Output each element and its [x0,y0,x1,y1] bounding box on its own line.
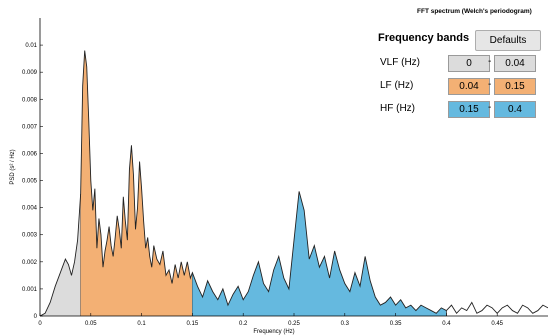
x-tick-label: 0.15 [187,321,199,327]
band-fill-vlf [40,194,81,316]
x-tick-label: 0.4 [442,321,451,327]
y-tick-label: 0.005 [22,179,38,185]
x-tick-label: 0.45 [491,321,503,327]
y-tick-label: 0.008 [22,97,38,103]
vlf-low-field[interactable]: 0 [448,55,490,72]
x-tick-label: 0.1 [137,321,146,327]
y-tick-label: 0.004 [22,206,38,212]
y-tick-label: 0.003 [22,233,38,239]
y-tick-label: 0 [34,314,38,320]
axis-ticks: 0 0.05 0.1 0.15 0.2 0.25 0.3 0.35 0.4 0.45 0 0.001 0… [22,43,504,327]
y-tick-label: 0.002 [22,260,38,266]
chart-title: FFT spectrum (Welch's periodogram) [417,8,532,15]
range-separator: - [488,56,492,67]
range-separator: - [488,79,492,90]
psd-curve [39,50,548,317]
x-tick-label: 0.05 [85,321,97,327]
hf-high-field[interactable]: 0.4 [494,101,536,118]
y-tick-label: 0.007 [22,124,38,130]
y-tick-label: 0.01 [25,43,37,49]
y-axis-label: PSD (s² / Hz) [10,149,16,184]
panel-title: Frequency bands [378,32,470,44]
band-label-hf: HF (Hz) [380,103,415,114]
band-label-vlf: VLF (Hz) [380,57,420,68]
band-row-hf: HF (Hz) 0.15 - 0.4 [370,100,546,120]
x-tick-label: 0.25 [288,321,300,327]
x-tick-label: 0.3 [341,321,350,327]
lf-low-field[interactable]: 0.04 [448,78,490,95]
range-separator: - [488,102,492,113]
x-tick-label: 0.2 [239,321,248,327]
band-row-vlf: VLF (Hz) 0 - 0.04 [370,54,546,74]
band-label-lf: LF (Hz) [380,80,414,91]
y-tick-label: 0.001 [22,287,38,293]
x-axis-label: Frequency (Hz) [253,329,294,335]
band-fills [40,50,447,316]
hf-low-field[interactable]: 0.15 [448,101,490,118]
vlf-high-field[interactable]: 0.04 [494,55,536,72]
band-fill-hf [192,191,447,316]
band-row-lf: LF (Hz) 0.04 - 0.15 [370,77,546,97]
x-tick-label: 0 [38,321,42,327]
lf-high-field[interactable]: 0.15 [494,78,536,95]
y-tick-label: 0.009 [22,70,38,76]
y-tick-label: 0.006 [22,151,38,157]
band-fill-lf [80,50,193,316]
x-tick-label: 0.35 [390,321,402,327]
defaults-button[interactable]: Defaults [475,30,541,51]
frequency-bands-panel: Frequency bands Defaults VLF (Hz) 0 - 0.… [370,28,546,124]
